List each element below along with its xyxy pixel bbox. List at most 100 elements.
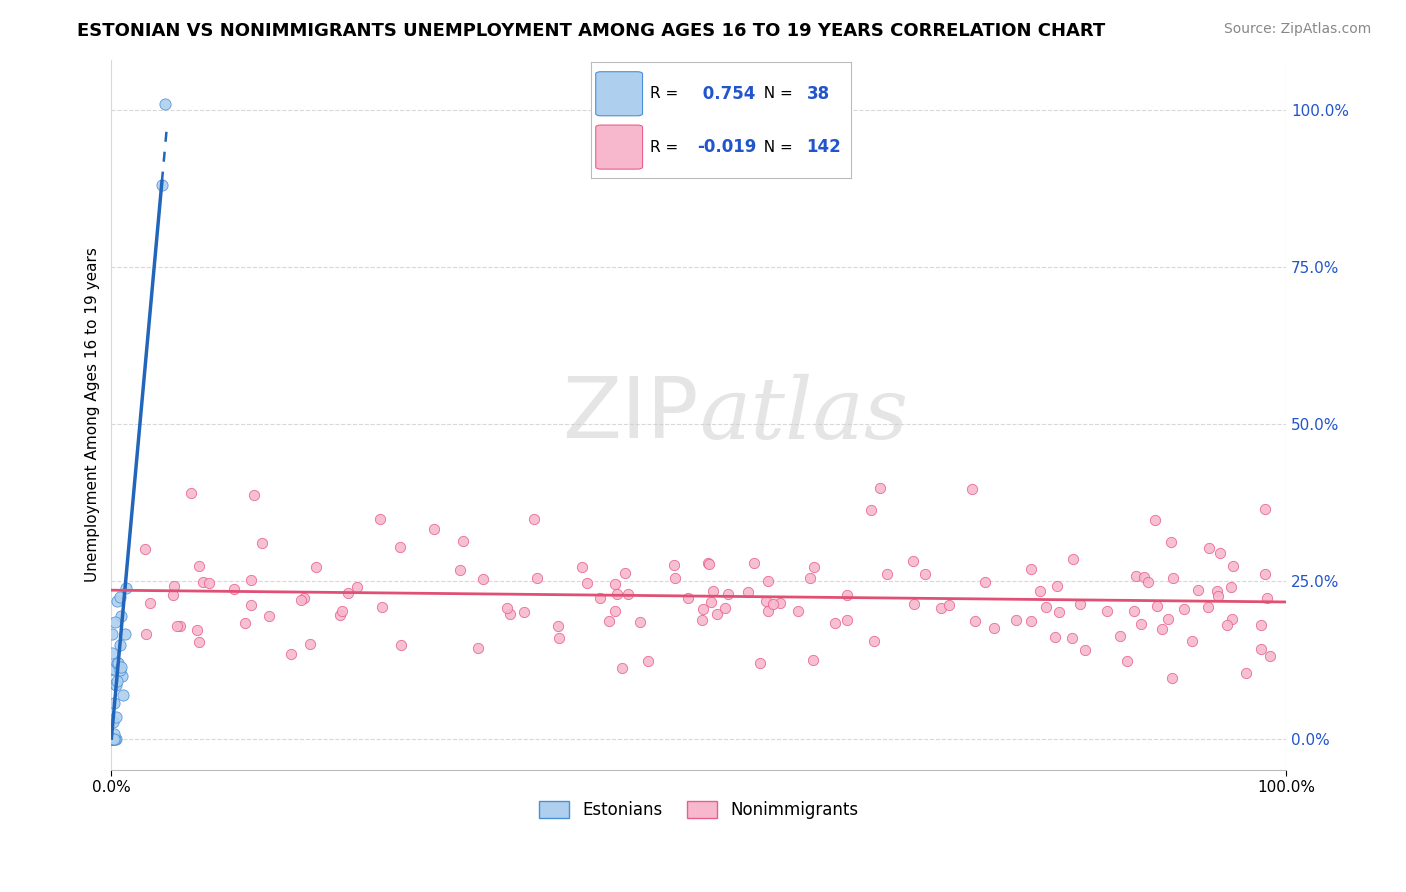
Point <box>628 615 651 629</box>
Point <box>863 634 886 648</box>
Point <box>901 554 924 568</box>
Point <box>1146 599 1168 613</box>
Point <box>610 660 633 674</box>
Point <box>1234 666 1257 681</box>
Point <box>547 632 569 646</box>
Point <box>1206 589 1229 603</box>
Point <box>105 593 128 607</box>
Point <box>104 731 127 746</box>
Point <box>960 483 983 497</box>
Point <box>330 604 353 618</box>
Point <box>105 710 128 724</box>
Text: R =: R = <box>651 87 683 102</box>
Point <box>1047 606 1070 620</box>
Point <box>155 96 177 111</box>
FancyBboxPatch shape <box>596 71 643 116</box>
Y-axis label: Unemployment Among Ages 16 to 19 years: Unemployment Among Ages 16 to 19 years <box>86 247 100 582</box>
Point <box>103 731 125 746</box>
Point <box>1043 630 1066 644</box>
Point <box>1209 546 1232 560</box>
Point <box>103 663 125 677</box>
Point <box>755 593 778 607</box>
Point <box>299 636 322 650</box>
Point <box>617 586 640 600</box>
Point <box>163 579 186 593</box>
Point <box>662 558 685 572</box>
Point <box>104 731 127 746</box>
Point <box>1161 571 1184 585</box>
Point <box>101 731 124 746</box>
Point <box>824 615 846 630</box>
Point <box>690 613 713 627</box>
Text: 142: 142 <box>807 138 841 156</box>
Point <box>101 627 124 641</box>
Point <box>706 607 728 622</box>
Point <box>101 731 124 746</box>
Point <box>697 557 720 571</box>
Point <box>1216 618 1239 632</box>
Point <box>1187 583 1209 598</box>
Point <box>547 619 569 633</box>
Point <box>749 657 772 671</box>
Point <box>1198 541 1220 556</box>
Point <box>974 574 997 589</box>
Point <box>605 604 627 618</box>
Point <box>1157 612 1180 626</box>
Point <box>467 640 489 655</box>
Point <box>1254 567 1277 582</box>
Point <box>637 654 659 668</box>
Point <box>903 597 925 611</box>
Point <box>112 688 135 702</box>
Point <box>837 588 859 602</box>
Point <box>1197 600 1219 615</box>
Point <box>191 575 214 590</box>
FancyBboxPatch shape <box>596 125 643 169</box>
Legend: Estonians, Nonimmigrants: Estonians, Nonimmigrants <box>531 794 865 826</box>
Point <box>188 558 211 573</box>
Point <box>371 600 394 615</box>
Point <box>1125 569 1147 583</box>
Point <box>180 486 202 500</box>
Point <box>240 573 263 587</box>
Point <box>187 635 209 649</box>
Point <box>1250 618 1272 632</box>
Point <box>368 512 391 526</box>
Point <box>702 584 724 599</box>
Point <box>938 599 960 613</box>
Point <box>1181 633 1204 648</box>
Point <box>1046 578 1069 592</box>
Point <box>1258 649 1281 664</box>
Point <box>1019 562 1042 576</box>
Point <box>614 566 637 581</box>
Point <box>1256 591 1278 606</box>
Point <box>139 596 162 610</box>
Point <box>835 613 858 627</box>
Point <box>523 512 546 526</box>
Point <box>239 598 262 612</box>
Point <box>389 638 412 652</box>
Point <box>575 575 598 590</box>
Point <box>111 668 134 682</box>
Point <box>1109 629 1132 643</box>
Point <box>186 624 208 638</box>
Point <box>1062 631 1084 645</box>
Point <box>762 597 785 611</box>
Point <box>717 587 740 601</box>
Point <box>105 678 128 692</box>
Point <box>389 540 412 554</box>
Point <box>1173 602 1195 616</box>
Point <box>101 731 124 746</box>
Point <box>305 560 328 574</box>
Point <box>105 673 128 688</box>
Point <box>801 652 824 666</box>
Point <box>1137 574 1160 589</box>
Point <box>714 600 737 615</box>
Text: R =: R = <box>651 139 683 154</box>
Point <box>134 541 156 556</box>
Point <box>1220 612 1243 626</box>
Point <box>1161 672 1184 686</box>
Point <box>598 614 620 628</box>
Point <box>799 571 821 585</box>
Point <box>329 608 352 623</box>
Point <box>742 556 765 570</box>
